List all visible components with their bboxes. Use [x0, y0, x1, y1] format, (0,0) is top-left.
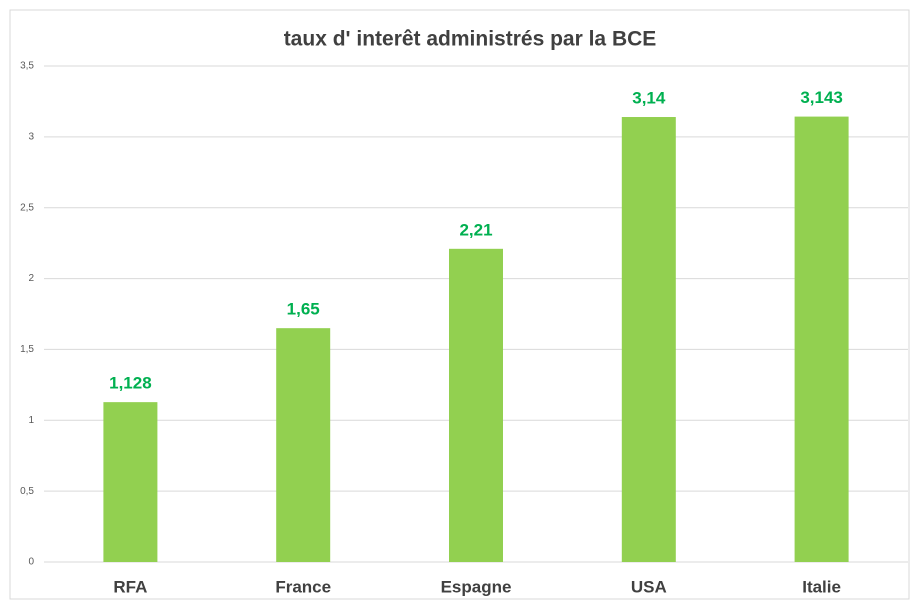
value-label: 3,14: [632, 89, 666, 108]
chart-title: taux d' interêt administrés par la BCE: [284, 28, 657, 51]
value-label: 2,21: [459, 220, 492, 239]
y-tick-label: 1,5: [20, 344, 34, 355]
y-tick-label: 3: [28, 131, 34, 142]
x-tick-label: Italie: [802, 577, 841, 596]
bar: [449, 248, 503, 562]
bar: [621, 117, 676, 562]
bar: [794, 116, 849, 562]
value-label: 3,143: [800, 88, 843, 107]
y-tick-label: 0,5: [20, 486, 34, 497]
y-tick-label: 3,5: [20, 61, 34, 72]
bar: [103, 402, 158, 562]
x-tick-label: RFA: [113, 577, 147, 596]
y-tick-label: 2: [28, 273, 34, 284]
x-tick-label: Espagne: [441, 577, 512, 596]
value-label: 1,128: [109, 374, 152, 393]
bar: [276, 328, 331, 562]
value-label: 1,65: [287, 300, 320, 319]
x-tick-label: USA: [631, 577, 667, 596]
y-tick-label: 0: [28, 557, 34, 568]
x-tick-label: France: [275, 577, 331, 596]
y-tick-label: 2,5: [20, 202, 34, 213]
y-tick-label: 1: [28, 415, 34, 426]
